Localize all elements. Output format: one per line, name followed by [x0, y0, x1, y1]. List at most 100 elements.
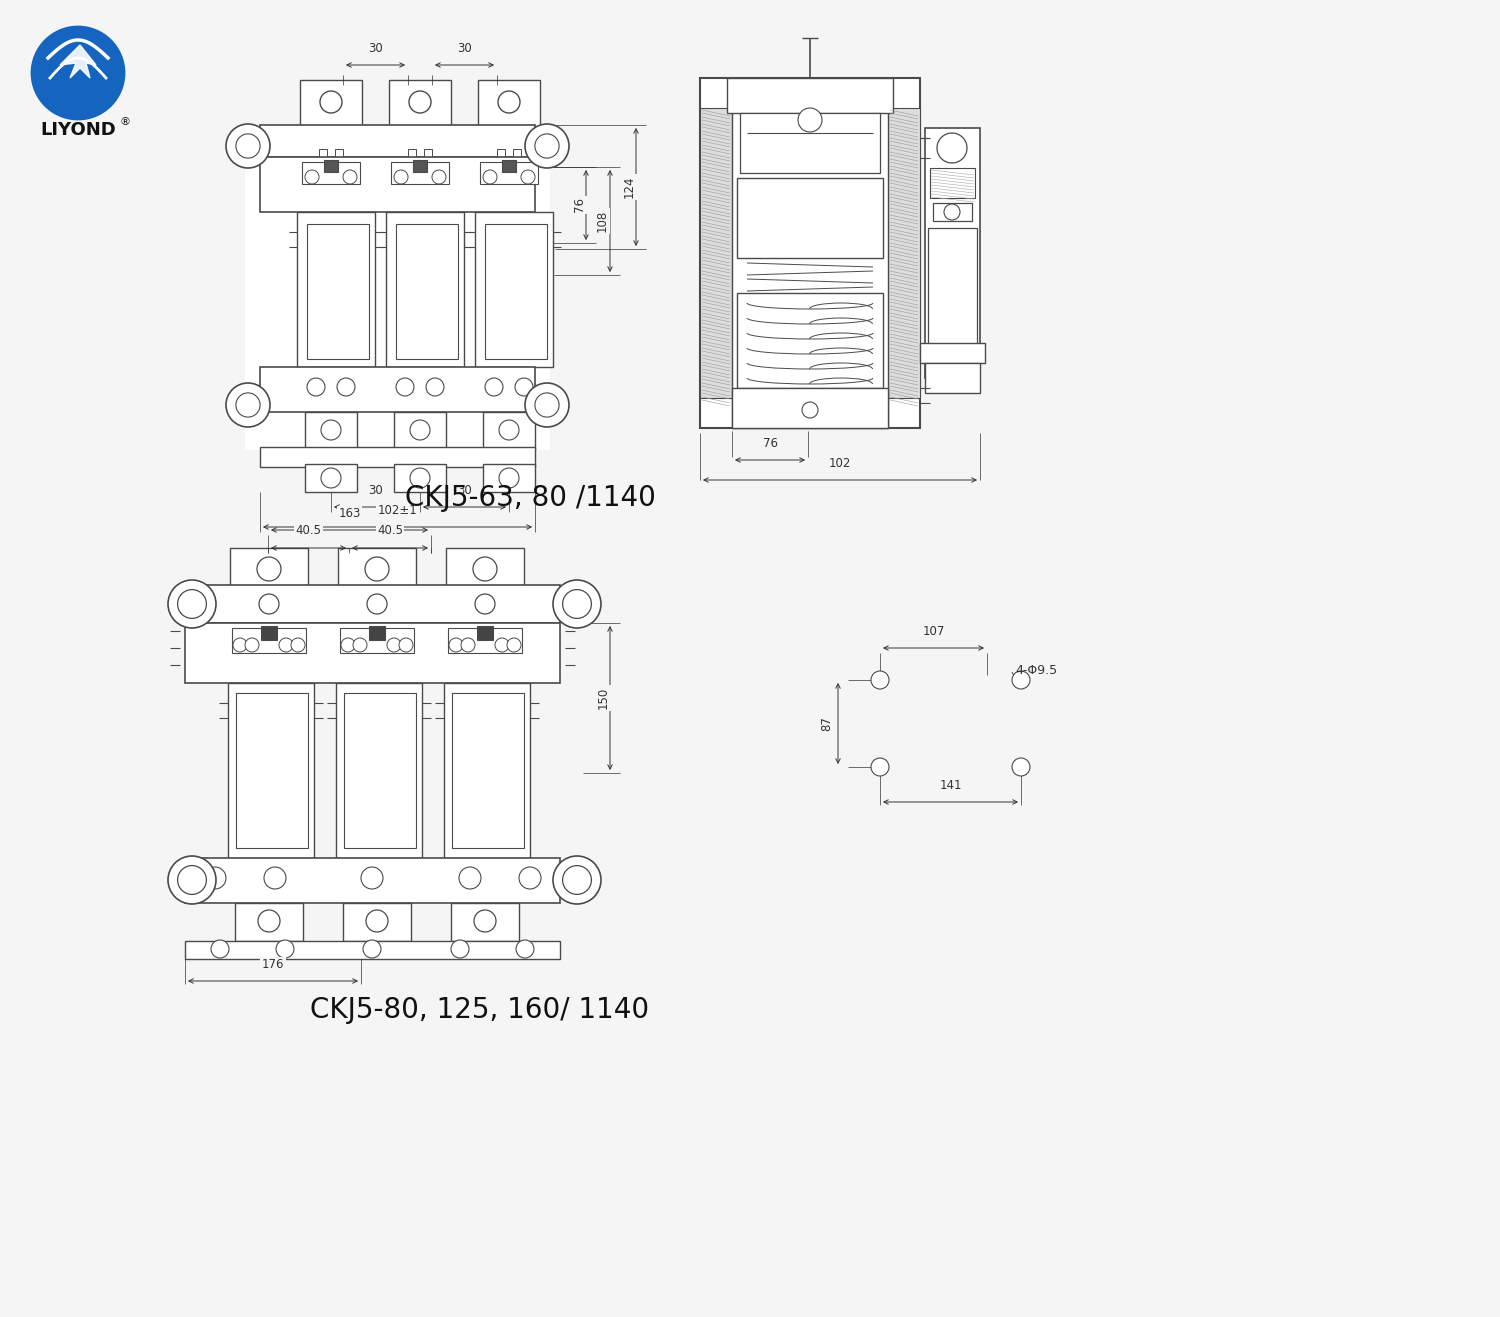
Circle shape	[536, 134, 560, 158]
Circle shape	[366, 910, 388, 932]
Circle shape	[340, 637, 356, 652]
Bar	[448, 628, 522, 653]
Circle shape	[562, 865, 591, 894]
Circle shape	[264, 867, 286, 889]
Circle shape	[410, 91, 430, 113]
Circle shape	[498, 91, 520, 113]
Bar	[324, 159, 338, 173]
Text: ®: ®	[120, 117, 130, 126]
Text: 102±1: 102±1	[378, 504, 417, 518]
Bar	[928, 228, 976, 358]
Bar	[424, 149, 432, 159]
Circle shape	[177, 865, 207, 894]
Circle shape	[387, 637, 400, 652]
Text: 40.5: 40.5	[296, 524, 321, 537]
Bar	[386, 212, 464, 367]
Circle shape	[279, 637, 292, 652]
Circle shape	[944, 204, 960, 220]
Bar	[297, 212, 375, 367]
Circle shape	[276, 940, 294, 957]
Bar	[476, 212, 554, 367]
Bar	[260, 446, 536, 468]
Circle shape	[364, 557, 388, 581]
Bar	[344, 693, 416, 848]
Bar	[236, 693, 308, 848]
Bar	[477, 626, 494, 640]
Bar	[232, 628, 306, 653]
Circle shape	[520, 170, 536, 184]
Circle shape	[452, 940, 470, 957]
Bar	[413, 159, 428, 173]
Bar	[184, 857, 560, 903]
Circle shape	[236, 392, 260, 417]
Circle shape	[410, 420, 430, 440]
Bar	[308, 224, 369, 360]
Bar	[446, 548, 524, 590]
Polygon shape	[60, 45, 96, 78]
Bar	[700, 78, 920, 428]
Circle shape	[562, 590, 591, 619]
Circle shape	[236, 134, 260, 158]
Bar	[320, 149, 327, 159]
Circle shape	[226, 124, 270, 169]
Bar	[728, 78, 892, 113]
Bar	[244, 130, 550, 450]
Bar	[920, 342, 986, 363]
Bar	[304, 412, 357, 450]
Circle shape	[554, 856, 602, 903]
Circle shape	[474, 910, 496, 932]
Bar	[930, 169, 975, 198]
Bar	[483, 464, 536, 493]
Text: 163: 163	[339, 507, 360, 520]
Circle shape	[258, 910, 280, 932]
Circle shape	[396, 378, 414, 396]
Bar	[700, 108, 732, 398]
Circle shape	[368, 594, 387, 614]
Text: 30: 30	[458, 42, 472, 55]
Text: 150: 150	[597, 687, 610, 709]
Bar	[480, 162, 538, 184]
Circle shape	[483, 170, 496, 184]
Circle shape	[211, 940, 230, 957]
Bar	[392, 162, 448, 184]
Circle shape	[168, 856, 216, 903]
Circle shape	[399, 637, 412, 652]
Text: 76: 76	[762, 437, 777, 450]
Bar	[513, 149, 520, 159]
Circle shape	[459, 867, 482, 889]
Circle shape	[519, 867, 542, 889]
Bar	[496, 149, 506, 159]
Bar	[388, 80, 452, 133]
Bar	[261, 626, 278, 640]
Circle shape	[514, 378, 532, 396]
Circle shape	[871, 670, 889, 689]
Bar	[478, 80, 540, 133]
Bar	[736, 178, 884, 258]
Circle shape	[484, 378, 502, 396]
Circle shape	[226, 383, 270, 427]
Bar	[338, 548, 416, 590]
Circle shape	[304, 170, 320, 184]
Circle shape	[291, 637, 304, 652]
Text: 30: 30	[368, 42, 382, 55]
Text: 107: 107	[922, 626, 945, 637]
Circle shape	[177, 590, 207, 619]
Circle shape	[500, 420, 519, 440]
Circle shape	[244, 637, 260, 652]
Bar	[740, 113, 880, 173]
Bar	[394, 464, 445, 493]
Text: 40.5: 40.5	[376, 524, 404, 537]
Text: 76: 76	[573, 198, 586, 212]
Circle shape	[554, 579, 602, 628]
Bar	[444, 684, 530, 857]
Circle shape	[448, 637, 464, 652]
Bar	[300, 80, 362, 133]
Circle shape	[256, 557, 280, 581]
Text: LIYOND: LIYOND	[40, 121, 116, 140]
Text: CKJ5-80, 125, 160/ 1140: CKJ5-80, 125, 160/ 1140	[310, 996, 650, 1025]
Bar	[260, 367, 536, 412]
Bar	[184, 623, 560, 684]
Text: 4-Φ9.5: 4-Φ9.5	[1016, 664, 1058, 677]
Text: 87: 87	[821, 716, 833, 731]
Circle shape	[525, 124, 568, 169]
